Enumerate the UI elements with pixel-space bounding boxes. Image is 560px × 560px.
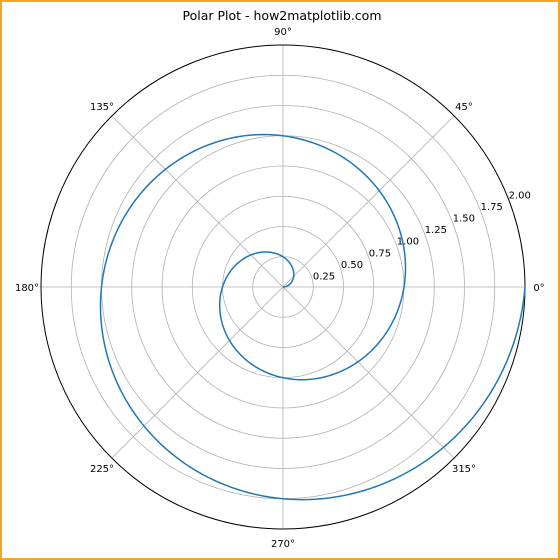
radial-tick-label-6: 1.75 (481, 202, 503, 213)
radial-tick-label-7: 2.00 (509, 190, 531, 201)
series-line-0 (99, 133, 526, 501)
theta-tick-label-3: 135° (90, 102, 114, 113)
theta-tick-label-6: 270° (271, 539, 295, 550)
radial-tick-label-3: 1.00 (397, 237, 419, 248)
theta-tick-label-0: 0° (533, 283, 544, 294)
theta-tick-label-7: 315° (452, 464, 476, 475)
radial-tick-label-2: 0.75 (369, 248, 391, 259)
theta-tick-label-4: 180° (15, 283, 39, 294)
theta-tick-labels: 0° 45° 90° 135° 180° 225° 270° 315° (15, 27, 545, 550)
theta-tick-label-1: 45° (455, 102, 473, 113)
theta-tick-label-2: 90° (274, 27, 292, 38)
angular-grid-line-1 (282, 115, 455, 288)
radial-tick-labels: 0.25 0.50 0.75 1.00 1.25 1.50 1.75 2.00 (313, 190, 531, 282)
radial-tick-label-4: 1.25 (425, 225, 447, 236)
radial-tick-label-1: 0.50 (341, 260, 363, 271)
angular-grid-line-3 (111, 115, 284, 288)
angular-grid-line-7 (282, 286, 455, 459)
radial-tick-label-5: 1.50 (453, 214, 475, 225)
angular-grid-line-5 (111, 286, 284, 459)
angular-grid (41, 45, 525, 529)
series-layer (99, 133, 526, 501)
radial-tick-label-0: 0.25 (313, 271, 335, 282)
theta-tick-label-5: 225° (90, 464, 114, 475)
chart-title: Polar Plot - how2matplotlib.com (183, 8, 382, 23)
